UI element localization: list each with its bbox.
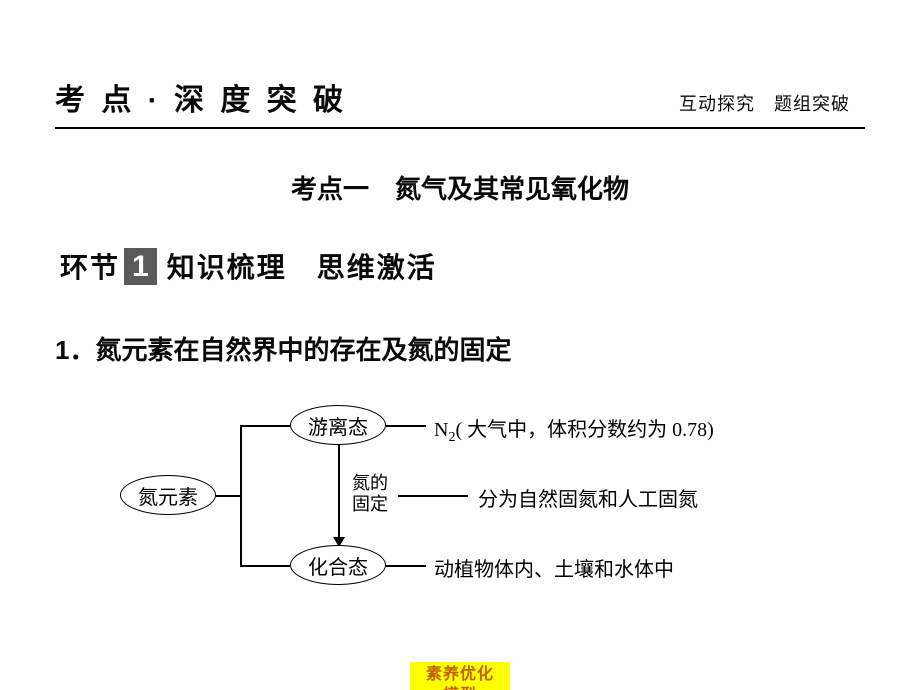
diagram-top-desc: N2( 大气中，体积分数约为 0.78) bbox=[434, 413, 714, 446]
n2-pre: N bbox=[434, 419, 448, 441]
diagram-mid-desc: 分为自然固氮和人工固氮 bbox=[478, 483, 698, 512]
diagram-line bbox=[386, 425, 426, 427]
header-title-right: 互动探究 题组突破 bbox=[679, 90, 850, 116]
footer-line2: 模型 bbox=[426, 686, 494, 690]
diagram-mid-label: 氮的 固定 bbox=[352, 473, 388, 514]
diagram-line bbox=[216, 495, 240, 497]
diagram-line bbox=[386, 565, 426, 567]
section-number-badge: 1 bbox=[124, 248, 157, 285]
n2-post: ( 大气中，体积分数约为 0.78) bbox=[455, 419, 713, 441]
footer-line1: 素养优化 bbox=[426, 665, 494, 686]
diagram-bot-node: 化合态 bbox=[290, 545, 386, 585]
section-prefix: 环节 bbox=[60, 246, 120, 286]
item-heading: 1．氮元素在自然界中的存在及氮的固定 bbox=[55, 330, 920, 367]
nitrogen-diagram: 氮元素 游离态 N2( 大气中，体积分数约为 0.78) 氮的 固定 分为自然固… bbox=[120, 405, 820, 585]
diagram-bot-desc: 动植物体内、土壤和水体中 bbox=[434, 553, 674, 582]
page-header: 考 点 · 深 度 突 破 互动探究 题组突破 bbox=[0, 0, 920, 127]
mid-label-line2: 固定 bbox=[352, 494, 388, 515]
diagram-line bbox=[398, 495, 468, 497]
diagram-top-node: 游离态 bbox=[290, 405, 386, 445]
diagram-root-node: 氮元素 bbox=[120, 475, 216, 515]
mid-label-line1: 氮的 bbox=[352, 473, 388, 494]
diagram-line bbox=[240, 565, 290, 567]
section-row: 环节 1 知识梳理 思维激活 bbox=[60, 246, 920, 286]
section-text: 知识梳理 思维激活 bbox=[167, 246, 437, 286]
topic-title: 考点一 氮气及其常见氧化物 bbox=[0, 169, 920, 206]
header-divider bbox=[55, 127, 865, 129]
footer-badge: 素养优化 模型 bbox=[410, 662, 510, 690]
diagram-line bbox=[240, 425, 290, 427]
diagram-line bbox=[338, 445, 340, 545]
diagram-line bbox=[240, 425, 242, 567]
header-title-left: 考 点 · 深 度 突 破 bbox=[55, 75, 347, 119]
